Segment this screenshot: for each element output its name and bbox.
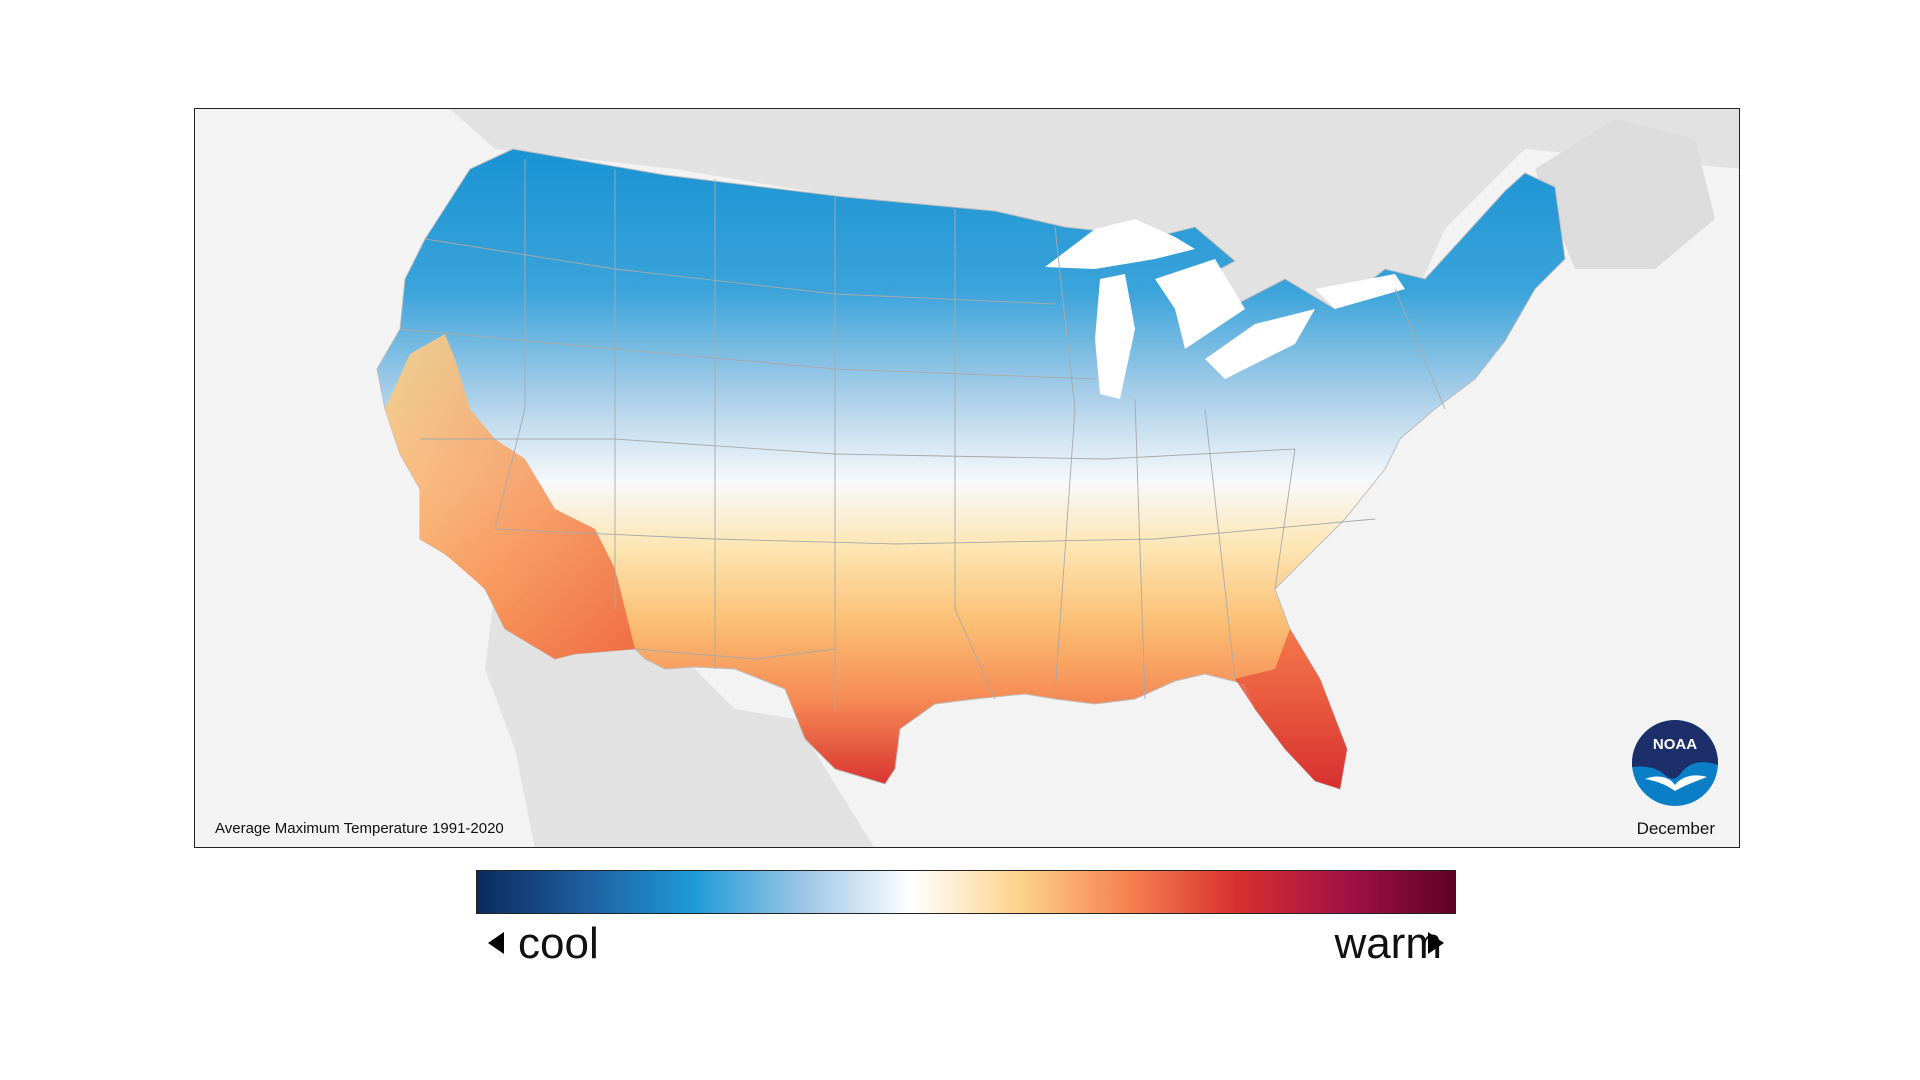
great-lakes [1045, 219, 1405, 399]
warm-arrow-icon [1428, 932, 1444, 954]
month-label: December [1636, 819, 1715, 838]
temperature-map [376, 109, 1739, 847]
noaa-logo-text: NOAA [1653, 736, 1697, 753]
noaa-logo-icon: NOAA [1631, 719, 1719, 807]
temperature-color-scale [476, 870, 1456, 914]
contiguous-united-states [376, 148, 1566, 790]
cool-label: cool [518, 919, 599, 968]
warm-label: warm [1334, 919, 1442, 968]
cool-arrow-icon [488, 932, 504, 954]
map-frame: NOAA Average Maximum Temperature 1991-20… [194, 108, 1740, 848]
map-caption: Average Maximum Temperature 1991-2020 [215, 820, 504, 837]
state-borders [399, 159, 1446, 709]
